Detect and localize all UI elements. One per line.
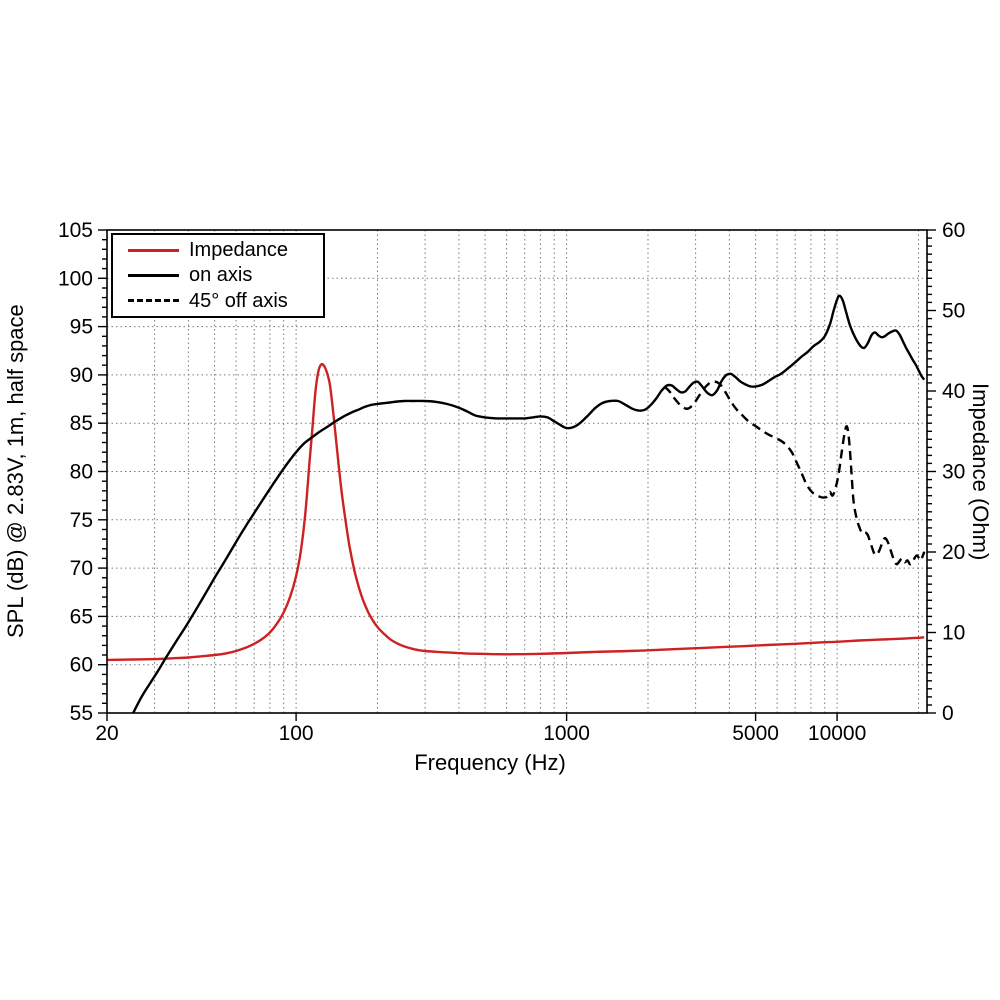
- svg-text:100: 100: [279, 722, 314, 745]
- legend-line-impedance: [128, 248, 179, 252]
- legend-row-impedance: Impedance: [113, 239, 323, 261]
- curve-impedance: [107, 362, 925, 662]
- svg-text:20: 20: [95, 722, 118, 745]
- svg-text:105: 105: [58, 219, 93, 242]
- svg-text:10000: 10000: [808, 722, 866, 745]
- legend-line-off-axis: [128, 299, 179, 303]
- curve-45-off-axis: [663, 380, 926, 566]
- svg-text:5000: 5000: [732, 722, 779, 745]
- svg-text:30: 30: [942, 461, 965, 484]
- legend-row-on-axis: on axis: [113, 264, 323, 286]
- svg-text:40: 40: [942, 380, 965, 403]
- svg-text:65: 65: [70, 605, 93, 628]
- svg-text:95: 95: [70, 316, 93, 339]
- svg-text:50: 50: [942, 300, 965, 323]
- svg-text:20: 20: [942, 541, 965, 564]
- svg-text:80: 80: [70, 461, 93, 484]
- svg-text:85: 85: [70, 412, 93, 435]
- axis-ticks: [98, 229, 936, 721]
- svg-text:90: 90: [70, 364, 93, 387]
- svg-text:10: 10: [942, 622, 965, 645]
- y-axis-right-title: Impedance (Ohm): [968, 382, 993, 561]
- svg-text:1000: 1000: [543, 722, 590, 745]
- legend-line-on-axis: [128, 273, 179, 277]
- curve-on-axis: [132, 294, 926, 713]
- legend-label-impedance: Impedance: [189, 239, 288, 262]
- plot-border: [106, 229, 928, 714]
- svg-text:60: 60: [942, 219, 965, 242]
- svg-text:55: 55: [70, 702, 93, 725]
- tick-labels: 20 100 1000 5000 100005560657075808590951001…: [58, 219, 965, 745]
- x-axis-title: Frequency (Hz): [414, 750, 566, 775]
- svg-text:75: 75: [70, 509, 93, 532]
- gridlines: [107, 230, 927, 713]
- series-curves: [107, 294, 926, 713]
- legend-label-off-axis: 45° off axis: [189, 289, 288, 312]
- svg-text:0: 0: [942, 702, 954, 725]
- y-axis-left-title: SPL (dB) @ 2.83V, 1m, half space: [3, 304, 28, 639]
- legend-label-on-axis: on axis: [189, 264, 253, 287]
- svg-text:70: 70: [70, 557, 93, 580]
- legend: Impedance on axis 45° off axis: [111, 233, 325, 318]
- legend-row-off-axis: 45° off axis: [113, 290, 323, 312]
- svg-text:100: 100: [58, 267, 93, 290]
- svg-text:60: 60: [70, 654, 93, 677]
